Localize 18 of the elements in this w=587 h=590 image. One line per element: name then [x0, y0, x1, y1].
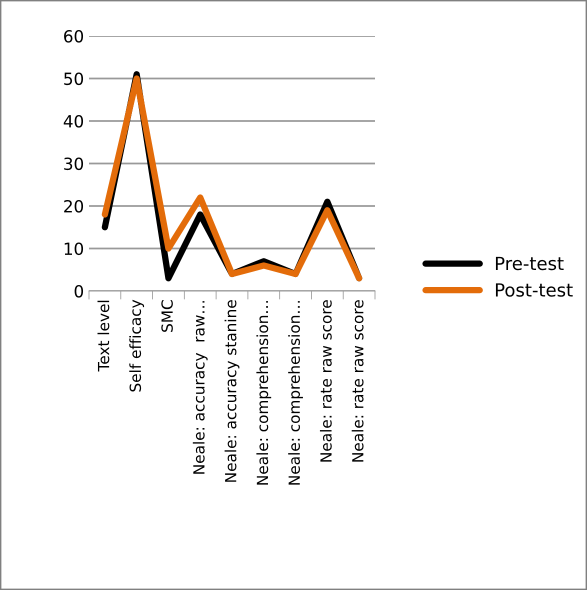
- y-tick-label: 30: [64, 157, 84, 170]
- y-tick-label: 50: [64, 72, 84, 86]
- x-tick-label: Neale: comprehension…: [288, 301, 303, 485]
- legend-label: Pre-test: [496, 256, 564, 270]
- x-tick-label: Neale: comprehension…: [256, 301, 272, 485]
- x-tick-label: Text level: [97, 300, 110, 372]
- x-tick-label: Self efficacy: [129, 300, 144, 392]
- y-tick-label: 0: [74, 284, 84, 298]
- x-tick-label: Neale: rate raw score: [320, 300, 332, 462]
- x-tick-label: Neale: rate raw score: [352, 300, 364, 462]
- y-tick-label: 40: [64, 114, 84, 128]
- legend-label: Post-test: [496, 283, 573, 297]
- y-tick-label: 10: [64, 242, 84, 256]
- x-tick-label: Neale: accuracy raw…: [192, 301, 208, 474]
- x-tick-label: Neale: accuracy stanine: [224, 300, 240, 482]
- x-tick-label: SMC: [161, 300, 173, 332]
- y-tick-label: 20: [64, 200, 84, 213]
- y-tick-label: 60: [64, 30, 84, 43]
